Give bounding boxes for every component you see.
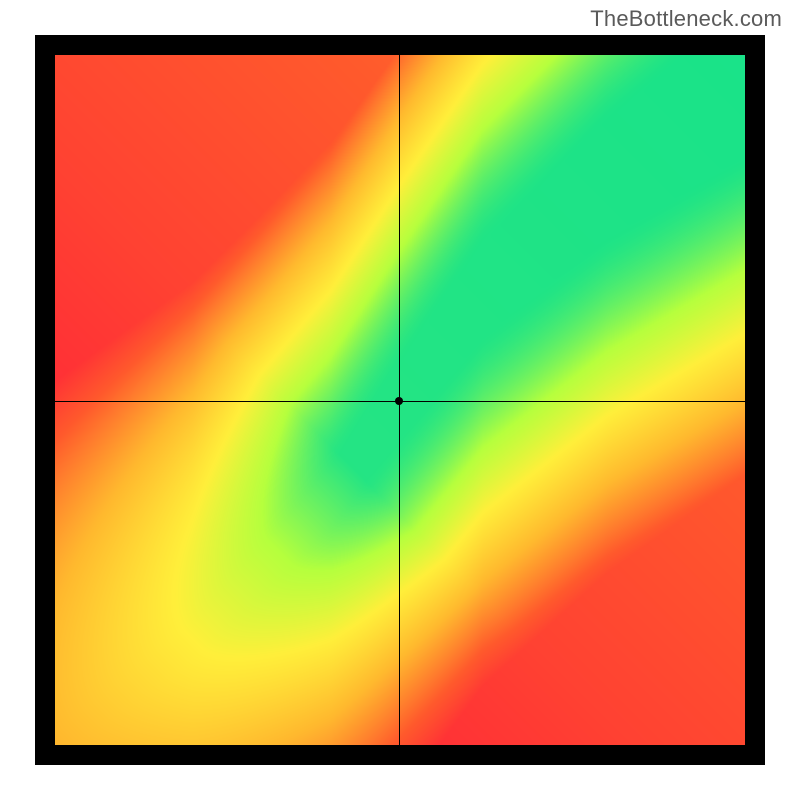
chart-container: TheBottleneck.com bbox=[0, 0, 800, 800]
watermark-text: TheBottleneck.com bbox=[590, 6, 782, 32]
marker-dot bbox=[395, 397, 403, 405]
plot-area bbox=[55, 55, 745, 745]
plot-frame bbox=[35, 35, 765, 765]
